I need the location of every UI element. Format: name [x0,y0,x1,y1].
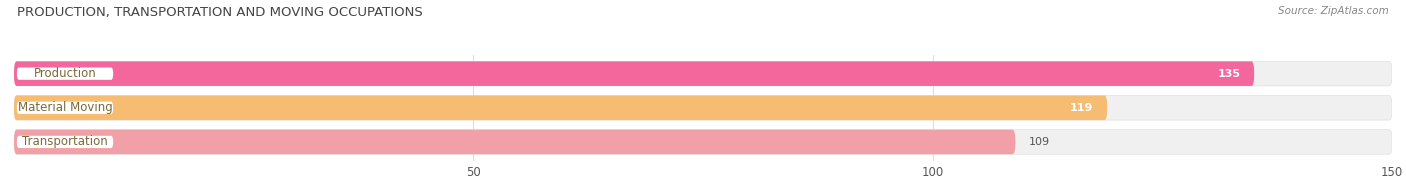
FancyBboxPatch shape [17,136,114,148]
FancyBboxPatch shape [17,102,114,114]
Text: Transportation: Transportation [22,135,108,148]
Text: Production: Production [34,67,97,80]
Text: 109: 109 [1029,137,1050,147]
Text: Source: ZipAtlas.com: Source: ZipAtlas.com [1278,6,1389,16]
Text: PRODUCTION, TRANSPORTATION AND MOVING OCCUPATIONS: PRODUCTION, TRANSPORTATION AND MOVING OC… [17,6,423,19]
FancyBboxPatch shape [14,95,1107,120]
Text: 119: 119 [1070,103,1094,113]
Text: 135: 135 [1218,69,1240,79]
FancyBboxPatch shape [14,61,1254,86]
FancyBboxPatch shape [17,67,114,80]
FancyBboxPatch shape [14,95,1392,120]
FancyBboxPatch shape [14,61,1392,86]
FancyBboxPatch shape [14,130,1015,154]
FancyBboxPatch shape [14,130,1392,154]
Text: Material Moving: Material Moving [18,101,112,114]
